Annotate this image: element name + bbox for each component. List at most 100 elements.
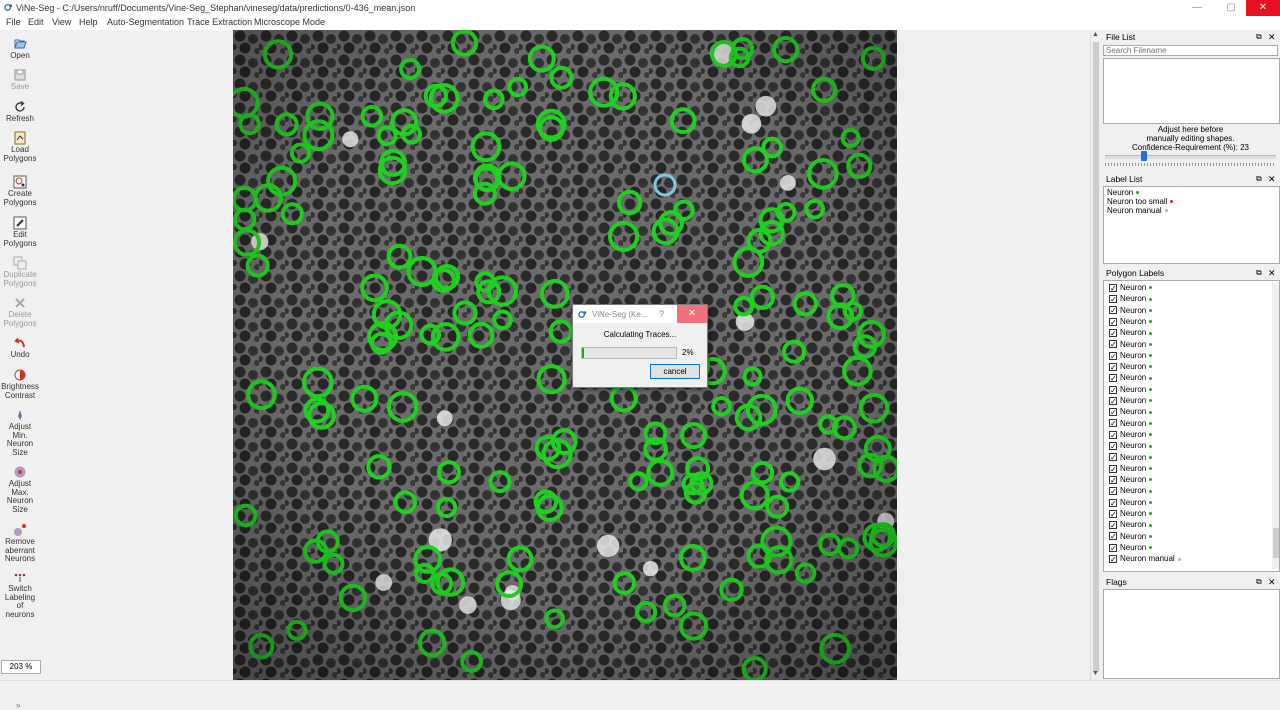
polygon-label-row[interactable]: ✓ Neuron bbox=[1109, 474, 1153, 485]
canvas-area[interactable] bbox=[41, 30, 1090, 680]
minimize-button[interactable]: — bbox=[1192, 2, 1202, 13]
zoom-level-field[interactable]: 203 % bbox=[1, 660, 41, 674]
checkbox[interactable]: ✓ bbox=[1109, 283, 1117, 293]
polygon-labels-scrollbar[interactable] bbox=[1272, 282, 1279, 569]
dialog-close-button[interactable]: ✕ bbox=[677, 305, 707, 323]
checkbox[interactable]: ✓ bbox=[1109, 555, 1117, 565]
polygon-label-row[interactable]: ✓ Neuron bbox=[1109, 305, 1153, 316]
polygon-label-row[interactable]: ✓ Neuron bbox=[1109, 508, 1153, 519]
toolbar-overflow-button[interactable]: » bbox=[16, 701, 21, 710]
close-icon[interactable]: ✕ bbox=[1268, 32, 1276, 42]
switch-labeling-button[interactable]: Switch Labeling of neurons bbox=[0, 570, 40, 619]
edit-polygons-button[interactable]: Edit Polygons bbox=[0, 216, 40, 248]
adjust-max-neuron-size-button[interactable]: Adjust Max. Neuron Size bbox=[0, 465, 40, 514]
checkbox[interactable]: ✓ bbox=[1109, 532, 1117, 542]
scroll-thumb[interactable] bbox=[1093, 42, 1099, 672]
polygon-label-row[interactable]: ✓ Neuron bbox=[1109, 418, 1153, 429]
menu-trace-extraction[interactable]: Trace Extraction bbox=[187, 17, 253, 27]
checkbox[interactable]: ✓ bbox=[1109, 340, 1117, 350]
checkbox[interactable]: ✓ bbox=[1109, 430, 1117, 440]
menu-auto-segmentation[interactable]: Auto-Segmentation bbox=[107, 17, 185, 27]
polygon-label-row[interactable]: ✓ Neuron bbox=[1109, 327, 1153, 339]
checkbox[interactable]: ✓ bbox=[1109, 408, 1117, 418]
checkbox[interactable]: ✓ bbox=[1109, 442, 1117, 452]
open-button[interactable]: Open bbox=[0, 37, 40, 61]
load-polygons-button[interactable]: Load Polygons bbox=[0, 131, 40, 163]
checkbox[interactable]: ✓ bbox=[1109, 498, 1117, 508]
create-polygons-button[interactable]: Create Polygons bbox=[0, 175, 40, 207]
confidence-slider-handle[interactable] bbox=[1141, 151, 1148, 161]
save-button[interactable]: Save bbox=[0, 68, 40, 92]
polygon-label-row[interactable]: ✓ Neuron manual bbox=[1109, 553, 1181, 564]
adjust-min-neuron-size-button[interactable]: Adjust Min. Neuron Size bbox=[0, 408, 40, 457]
checkbox[interactable]: ✓ bbox=[1109, 362, 1117, 372]
polygon-label-row[interactable]: ✓ Neuron bbox=[1109, 452, 1153, 463]
checkbox[interactable]: ✓ bbox=[1109, 453, 1117, 463]
checkbox[interactable]: ✓ bbox=[1109, 351, 1117, 361]
checkbox[interactable]: ✓ bbox=[1109, 475, 1117, 485]
float-icon[interactable]: ⧉ bbox=[1256, 268, 1262, 277]
checkbox[interactable]: ✓ bbox=[1109, 543, 1117, 553]
polygon-label-row[interactable]: ✓ Neuron bbox=[1109, 497, 1153, 508]
polygon-label-row[interactable]: ✓ Neuron bbox=[1109, 384, 1153, 395]
duplicate-polygons-button[interactable]: Duplicate Polygons bbox=[0, 256, 40, 288]
polygon-label-row[interactable]: ✓ Neuron bbox=[1109, 485, 1153, 497]
checkbox[interactable]: ✓ bbox=[1109, 306, 1117, 316]
checkbox[interactable]: ✓ bbox=[1109, 317, 1117, 327]
polygon-labels-list[interactable]: ✓ Neuron ✓ Neuron ✓ Neuron ✓ Neuron ✓ Neuron ✓ Neur… bbox=[1103, 280, 1280, 572]
brightness-contrast-button[interactable]: Brightness Contrast bbox=[0, 368, 40, 400]
polygon-label-row[interactable]: ✓ Neuron bbox=[1109, 293, 1153, 305]
polygon-label-row[interactable]: ✓ Neuron bbox=[1109, 339, 1153, 350]
checkbox[interactable]: ✓ bbox=[1109, 487, 1117, 497]
checkbox[interactable]: ✓ bbox=[1109, 329, 1117, 339]
maximize-button[interactable]: ▢ bbox=[1226, 2, 1236, 13]
cancel-button[interactable]: cancel bbox=[650, 364, 700, 379]
delete-polygons-button[interactable]: Delete Polygons bbox=[0, 296, 40, 328]
polygon-label-row[interactable]: ✓ Neuron bbox=[1109, 372, 1153, 384]
polygon-label-row[interactable]: ✓ Neuron bbox=[1109, 463, 1153, 474]
help-icon[interactable]: ? bbox=[659, 309, 665, 319]
polygon-label-row[interactable]: ✓ Neuron bbox=[1109, 316, 1153, 327]
remove-aberrant-neurons-button[interactable]: Remove aberrant Neurons bbox=[0, 523, 40, 564]
polygon-labels-scroll-thumb[interactable] bbox=[1273, 528, 1279, 558]
close-icon[interactable]: ✕ bbox=[1268, 268, 1276, 278]
label-item-neuron-too-small[interactable]: Neuron too small bbox=[1107, 197, 1174, 206]
microscope-image[interactable] bbox=[233, 30, 897, 680]
polygon-label-row[interactable]: ✓ Neuron bbox=[1109, 350, 1153, 361]
close-window-button[interactable]: ✕ bbox=[1246, 0, 1280, 16]
checkbox[interactable]: ✓ bbox=[1109, 464, 1117, 474]
checkbox[interactable]: ✓ bbox=[1109, 509, 1117, 519]
checkbox[interactable]: ✓ bbox=[1109, 396, 1117, 406]
confidence-slider-track[interactable] bbox=[1105, 155, 1276, 159]
menu-file[interactable]: File bbox=[6, 17, 21, 27]
close-icon[interactable]: ✕ bbox=[1268, 174, 1276, 184]
file-list-box[interactable] bbox=[1103, 58, 1280, 124]
polygon-label-row[interactable]: ✓ Neuron bbox=[1109, 440, 1153, 452]
checkbox[interactable]: ✓ bbox=[1109, 374, 1117, 384]
polygon-label-row[interactable]: ✓ Neuron bbox=[1109, 429, 1153, 440]
search-filename-input[interactable] bbox=[1103, 45, 1278, 56]
polygon-label-row[interactable]: ✓ Neuron bbox=[1109, 531, 1153, 542]
polygon-label-row[interactable]: ✓ Neuron bbox=[1109, 361, 1153, 372]
float-icon[interactable]: ⧉ bbox=[1256, 32, 1262, 41]
flags-box[interactable] bbox=[1103, 589, 1280, 679]
checkbox[interactable]: ✓ bbox=[1109, 521, 1117, 531]
polygon-label-row[interactable]: ✓ Neuron bbox=[1109, 282, 1153, 293]
polygon-label-row[interactable]: ✓ Neuron bbox=[1109, 406, 1153, 418]
polygon-label-row[interactable]: ✓ Neuron bbox=[1109, 395, 1153, 406]
scroll-up-icon[interactable]: ▲ bbox=[1092, 31, 1099, 38]
checkbox[interactable]: ✓ bbox=[1109, 295, 1117, 305]
polygon-label-row[interactable]: ✓ Neuron bbox=[1109, 519, 1153, 531]
checkbox[interactable]: ✓ bbox=[1109, 385, 1117, 395]
canvas-vertical-scrollbar[interactable]: ▲ ▼ bbox=[1090, 30, 1101, 680]
menu-microscope-mode[interactable]: Microscope Mode bbox=[254, 17, 326, 27]
label-item-neuron[interactable]: Neuron bbox=[1107, 188, 1140, 197]
undo-button[interactable]: Undo bbox=[0, 336, 40, 360]
float-icon[interactable]: ⧉ bbox=[1256, 577, 1262, 586]
close-icon[interactable]: ✕ bbox=[1268, 577, 1276, 587]
menu-help[interactable]: Help bbox=[79, 17, 98, 27]
menu-view[interactable]: View bbox=[52, 17, 72, 27]
scroll-down-icon[interactable]: ▼ bbox=[1092, 670, 1099, 677]
polygon-label-row[interactable]: ✓ Neuron bbox=[1109, 542, 1153, 553]
float-icon[interactable]: ⧉ bbox=[1256, 174, 1262, 183]
